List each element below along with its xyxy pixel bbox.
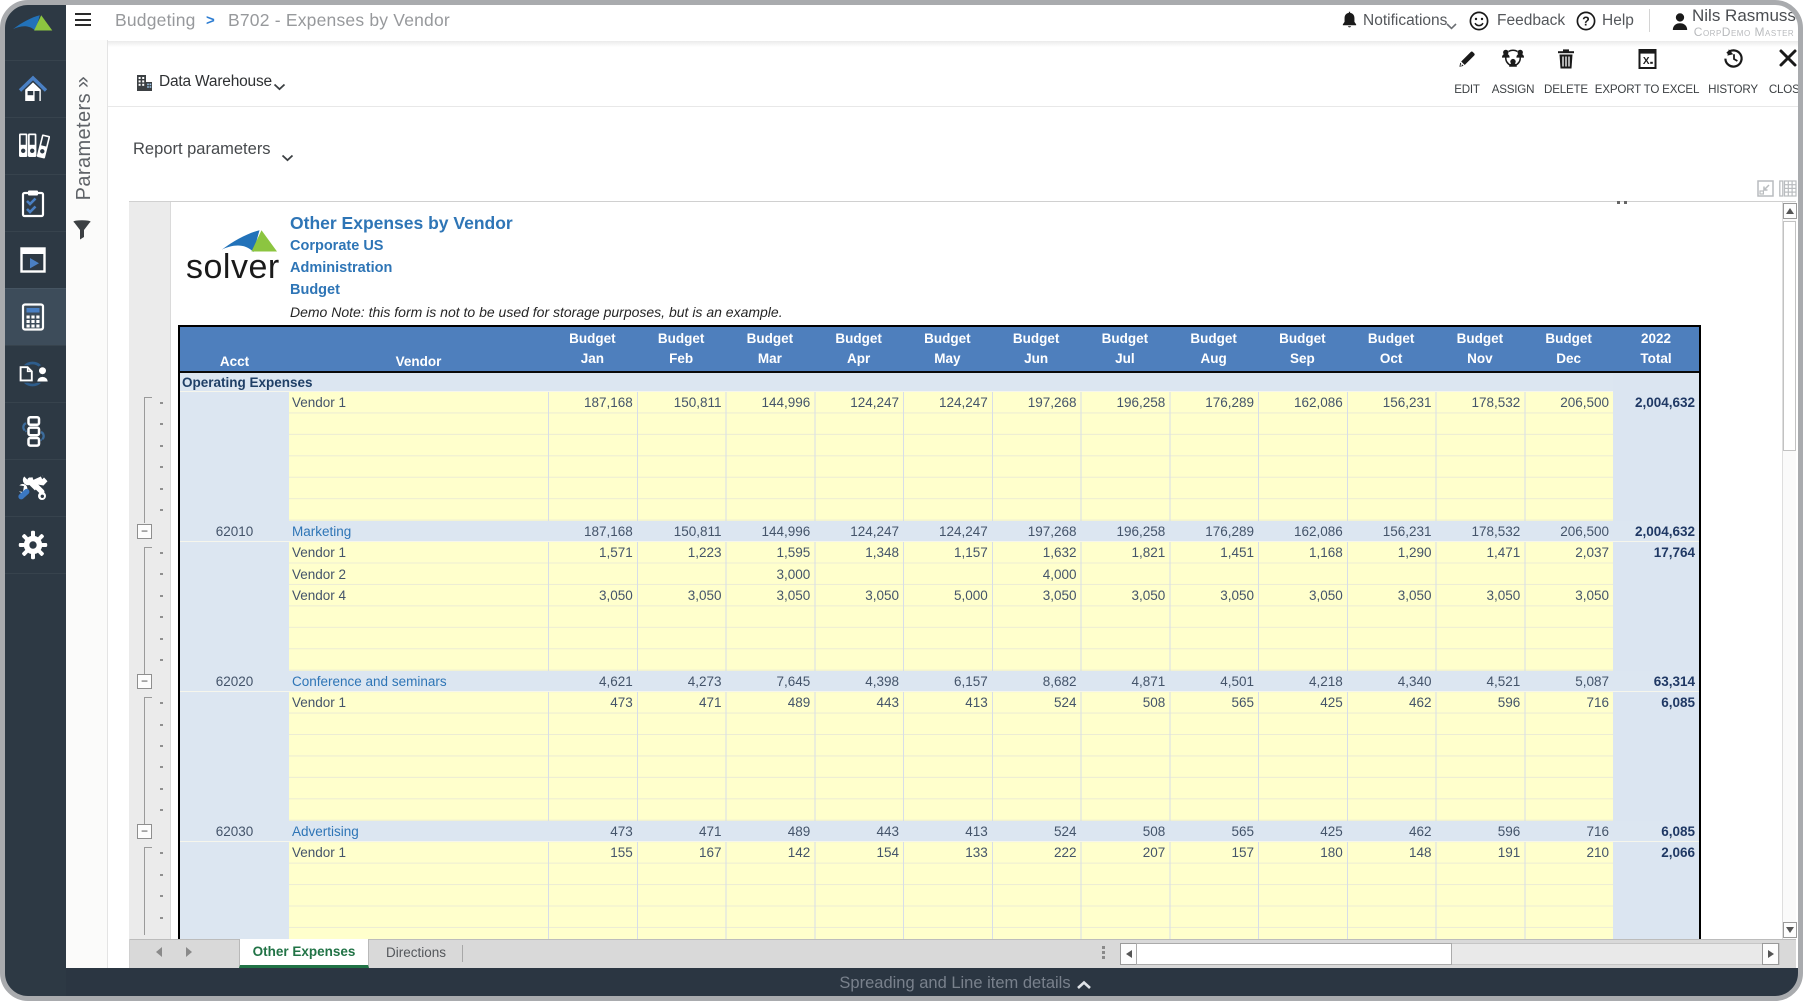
svg-text:X: X: [1642, 56, 1649, 67]
svg-text:?: ?: [1582, 14, 1590, 28]
